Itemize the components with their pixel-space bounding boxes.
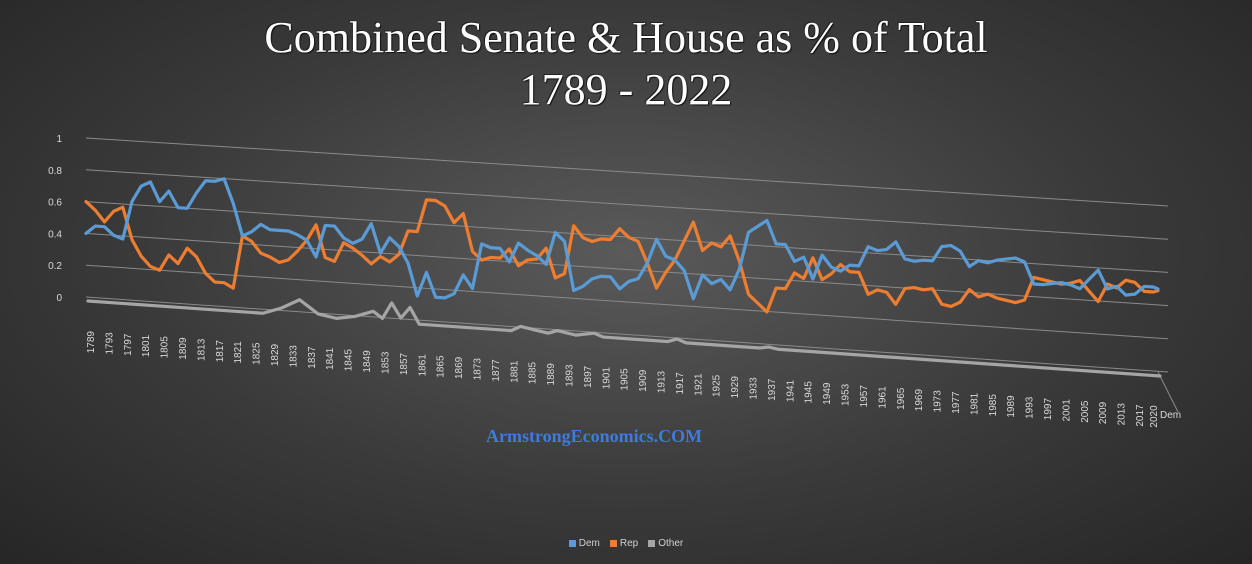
x-tick-label: 1881 <box>509 360 520 383</box>
y-tick-label: 0.2 <box>48 261 62 272</box>
x-tick-label: 1869 <box>454 356 465 379</box>
x-tick-label: 1809 <box>178 337 189 360</box>
y-axis-ticks: 0 0.2 0.4 0.6 0.8 1 <box>48 134 62 304</box>
x-tick-label: 1837 <box>307 346 318 369</box>
legend-label: Rep <box>619 538 639 549</box>
gridline-0.4 <box>85 232 1169 307</box>
x-tick-label: 1825 <box>252 342 263 365</box>
x-tick-label: 1921 <box>693 373 704 396</box>
x-tick-label: 1949 <box>822 382 833 405</box>
x-tick-label: 2009 <box>1098 401 1109 424</box>
legend-swatch <box>609 540 617 547</box>
y-tick-label: 0.4 <box>48 229 62 240</box>
x-tick-label: 1857 <box>399 352 410 375</box>
gridlines <box>85 137 1179 413</box>
legend-item-dem: Dem <box>568 538 600 549</box>
chart-title: Combined Senate & House as % of Total 17… <box>0 12 1252 116</box>
legend-item-rep: Rep <box>609 538 639 549</box>
x-tick-label: 1901 <box>601 367 612 390</box>
gridline-0 <box>85 296 1169 373</box>
x-tick-label: 1941 <box>785 379 796 402</box>
series-line-other <box>86 298 1162 378</box>
depth-edge <box>1157 371 1179 413</box>
y-tick-label: 1 <box>56 134 62 145</box>
x-tick-label: 1877 <box>491 359 502 382</box>
x-tick-label: 1841 <box>325 347 336 370</box>
chart-title-line1: Combined Senate & House as % of Total <box>264 13 988 62</box>
x-tick-label: 1849 <box>362 350 373 373</box>
x-tick-label: 1937 <box>767 378 778 401</box>
y-tick-label: 0.6 <box>48 198 62 209</box>
x-tick-label: 2020 <box>1149 405 1160 428</box>
x-tick-label: 1861 <box>417 354 428 377</box>
x-tick-label: 1977 <box>951 391 962 414</box>
x-tick-label: 1813 <box>196 338 207 361</box>
x-tick-label: 1821 <box>233 341 244 364</box>
x-tick-label: 1885 <box>528 361 539 384</box>
legend-item-other: Other <box>648 538 683 549</box>
x-tick-label: 1997 <box>1043 398 1054 421</box>
x-tick-label: 2001 <box>1061 399 1072 422</box>
gridline-1 <box>85 137 1169 207</box>
x-tick-label: 1801 <box>141 334 152 357</box>
x-tick-label: 1929 <box>730 376 741 399</box>
x-tick-label: 1933 <box>749 377 760 400</box>
legend-swatch <box>568 540 576 547</box>
watermark: ArmstrongEconomics.COM <box>486 426 703 446</box>
x-tick-label: 2017 <box>1135 404 1146 427</box>
x-tick-label: 1917 <box>675 372 686 395</box>
x-tick-label: 1897 <box>583 365 594 388</box>
x-tick-label: 1853 <box>380 351 391 374</box>
gridline-0.8 <box>85 169 1169 240</box>
x-tick-label: 1961 <box>877 386 888 409</box>
chart-title-line2: 1789 - 2022 <box>519 65 733 114</box>
legend: Dem Rep Other <box>0 538 1252 549</box>
legend-label: Other <box>658 538 684 549</box>
x-tick-label: 1913 <box>657 370 668 393</box>
x-tick-label: 1789 <box>86 331 97 354</box>
x-tick-label: 1889 <box>546 363 557 386</box>
legend-label: Dem <box>578 538 600 549</box>
x-tick-label: 1805 <box>160 336 171 359</box>
x-tick-label: 1797 <box>123 333 134 356</box>
series-line-rep <box>84 198 1160 314</box>
x-tick-label: 1925 <box>712 374 723 397</box>
x-tick-label: 1873 <box>472 358 483 381</box>
x-tick-label: 1989 <box>1006 395 1017 418</box>
x-tick-label: 1985 <box>988 394 999 417</box>
x-tick-label: 2005 <box>1080 400 1091 423</box>
x-tick-label: 1865 <box>436 355 447 378</box>
x-tick-label: 1905 <box>620 368 631 391</box>
gridline-0.2 <box>85 264 1169 340</box>
x-tick-label: 1953 <box>841 383 852 406</box>
x-axis-ticks: 1789 1793 1797 1801 1805 1809 1813 1817 1821 1825… <box>86 331 1160 428</box>
series-lines <box>84 177 1162 378</box>
x-tick-label: 2013 <box>1117 403 1128 426</box>
x-tick-label: 1973 <box>933 390 944 413</box>
x-tick-label: 1945 <box>804 381 815 404</box>
depth-axis-label: Dem <box>1160 410 1181 421</box>
series-line-dem <box>84 177 1160 301</box>
x-tick-label: 1981 <box>969 392 980 415</box>
x-tick-label: 1845 <box>344 349 355 372</box>
x-tick-label: 1993 <box>1025 396 1036 419</box>
x-tick-label: 1893 <box>564 364 575 387</box>
y-tick-label: 0 <box>56 293 62 304</box>
y-tick-label: 0.8 <box>48 166 62 177</box>
x-tick-label: 1793 <box>104 332 115 355</box>
x-tick-label: 1829 <box>270 343 281 366</box>
x-tick-label: 1817 <box>215 340 226 363</box>
x-tick-label: 1969 <box>914 389 925 412</box>
x-tick-label: 1957 <box>859 385 870 408</box>
legend-swatch <box>648 540 656 547</box>
x-tick-label: 1965 <box>896 387 907 410</box>
x-tick-label: 1909 <box>638 369 649 392</box>
x-tick-label: 1833 <box>288 345 299 368</box>
